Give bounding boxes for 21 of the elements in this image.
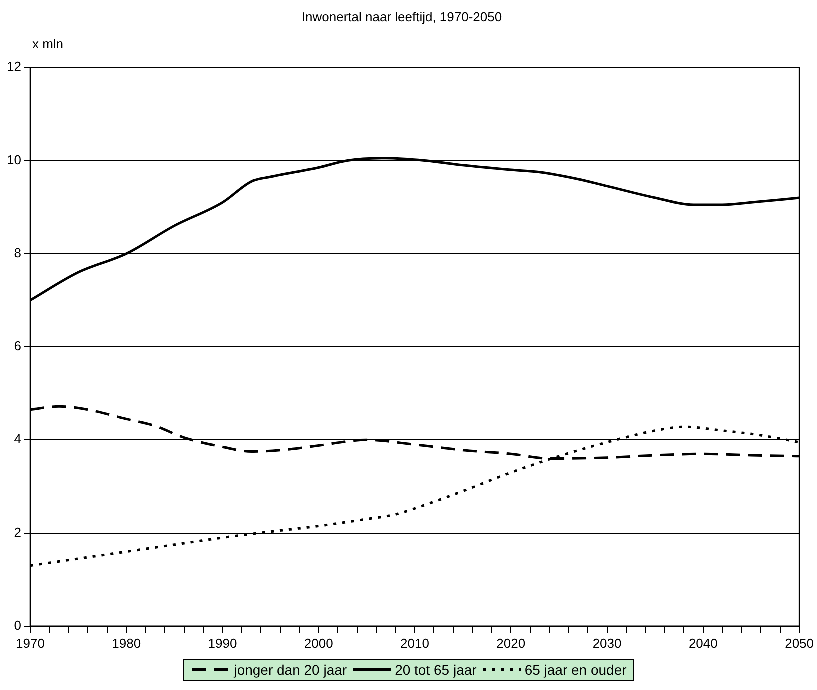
y-tick-label: 12 — [6, 59, 22, 74]
x-tick-label: 2010 — [400, 636, 430, 651]
y-tick-label: 6 — [14, 338, 22, 354]
legend-label: 20 tot 65 jaar — [395, 662, 477, 678]
legend-label: 65 jaar en ouder — [524, 662, 627, 678]
y-tick-label: 8 — [14, 245, 22, 260]
x-tick-label: 1970 — [16, 636, 45, 651]
x-tick-label: 2050 — [785, 636, 814, 651]
y-tick-label: 2 — [14, 524, 22, 540]
x-tick-label: 2000 — [304, 636, 334, 651]
y-axis-title: x mln — [32, 36, 64, 52]
chart-title: Inwonertal naar leeftijd, 1970-2050 — [302, 9, 502, 24]
y-tick-label: 0 — [14, 618, 22, 633]
y-tick-label: 10 — [6, 152, 22, 168]
y-tick-label: 4 — [14, 432, 22, 447]
x-tick-label: 2030 — [592, 636, 622, 651]
x-tick-label: 2040 — [688, 636, 718, 651]
x-tick-label: 1980 — [112, 636, 142, 651]
x-tick-label: 2020 — [496, 636, 526, 651]
x-tick-label: 1990 — [208, 636, 238, 651]
legend-label: jonger dan 20 jaar — [234, 662, 348, 678]
